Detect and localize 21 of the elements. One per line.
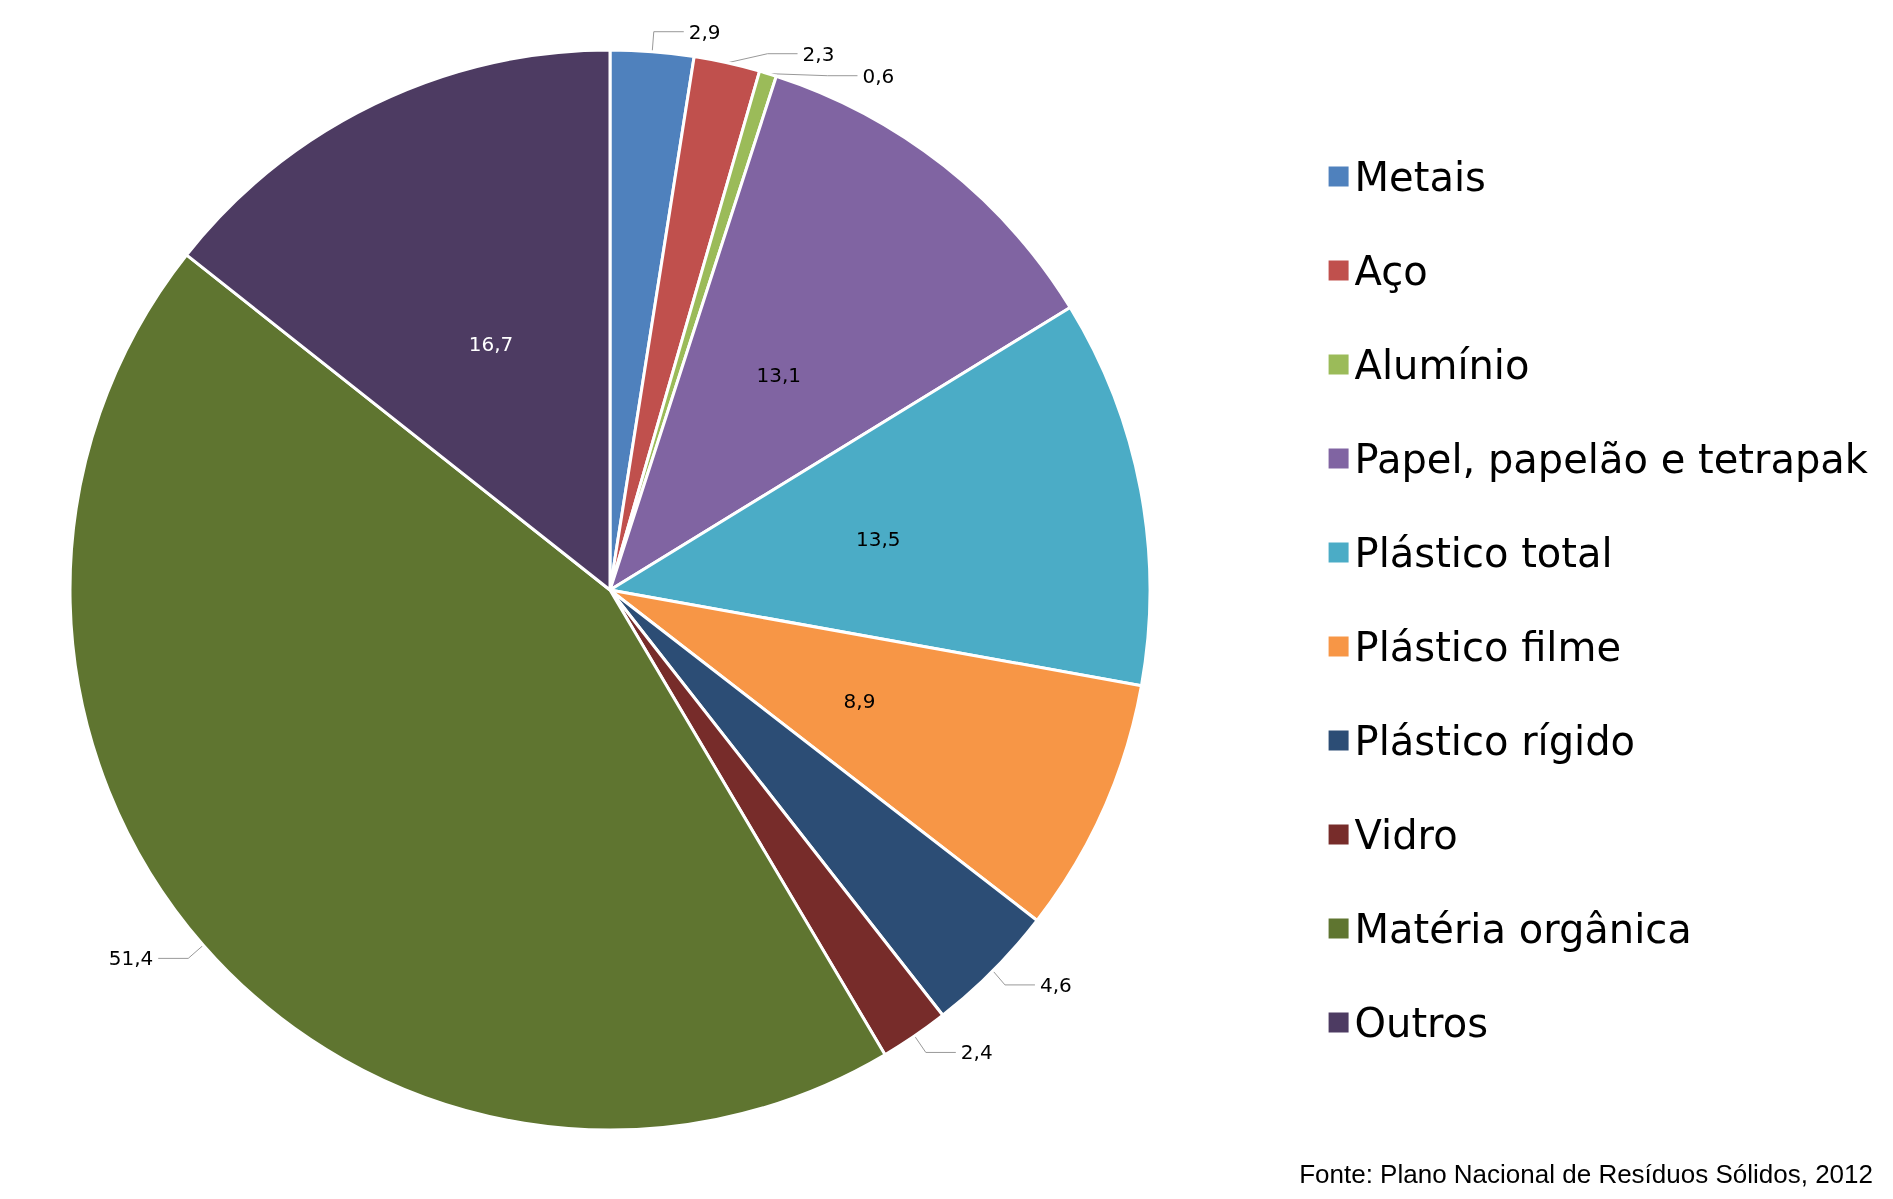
legend-label: Aço xyxy=(1354,247,1428,294)
legend-label: Plástico rígido xyxy=(1354,717,1636,764)
legend-label: Metais xyxy=(1354,153,1486,200)
data-label: 51,4 xyxy=(108,946,154,971)
data-label: 16,7 xyxy=(468,332,514,357)
data-label: 2,9 xyxy=(688,19,721,44)
legend-label: Vidro xyxy=(1354,811,1458,858)
legend-label: Matéria orgânica xyxy=(1354,905,1692,952)
data-label: 13,5 xyxy=(856,527,901,552)
data-label: 2,4 xyxy=(960,1040,993,1065)
data-label: 0,6 xyxy=(862,63,895,88)
data-label: 8,9 xyxy=(843,688,876,713)
legend-label: Outros xyxy=(1354,999,1488,1046)
data-label: 4,6 xyxy=(1039,972,1072,997)
source-note: Fonte: Plano Nacional de Resíduos Sólidos, 2012 xyxy=(1299,1159,1874,1189)
legend-label: Alumínio xyxy=(1354,341,1530,388)
legend-label: Plástico total xyxy=(1354,529,1613,576)
legend-label: Papel, papelão e tetrapak xyxy=(1354,435,1869,482)
data-label: 13,1 xyxy=(756,363,802,388)
data-label: 2,3 xyxy=(802,41,835,66)
legend-label: Plástico filme xyxy=(1354,623,1622,670)
